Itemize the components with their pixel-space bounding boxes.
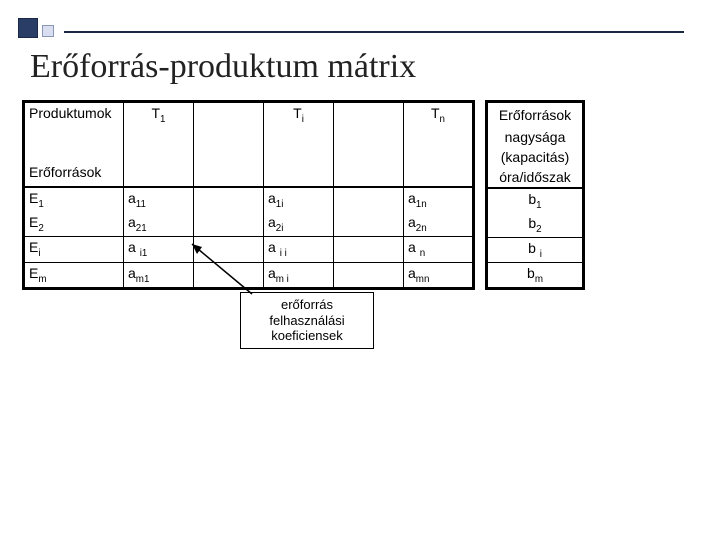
aux-h3: (kapacitás) (487, 147, 584, 167)
annot-l1: erőforrás (247, 297, 367, 313)
col-Ti: Ti (264, 102, 334, 128)
header-line (64, 31, 684, 33)
corner-bottom: Erőforrások (24, 162, 124, 187)
cell-a11: a11 (124, 187, 194, 212)
cell-a21: a21 (124, 212, 194, 237)
annot-l3: koeficiensek (247, 328, 367, 344)
corner-top: Produktumok (24, 102, 124, 128)
col-T1: T1 (124, 102, 194, 128)
cell-aii: a i i (264, 237, 334, 262)
cell-ami: am i (264, 262, 334, 288)
cell-a2n: a2n (404, 212, 474, 237)
aux-table: Erőforrások nagysága (kapacitás) óra/idő… (485, 100, 585, 290)
aux-h2: nagysága (487, 127, 584, 147)
row-Em: Em (24, 262, 124, 288)
aux-h4: óra/időszak (487, 167, 584, 188)
row-E2: E2 (24, 212, 124, 237)
annotation-box: erőforrás felhasználási koeficiensek (240, 292, 374, 349)
row-E1: E1 (24, 187, 124, 212)
square-big-icon (18, 18, 38, 38)
aux-b1: b1 (487, 188, 584, 213)
row-Ei: Ei (24, 237, 124, 262)
cell-ai1: a i1 (124, 237, 194, 262)
aux-h1: Erőforrások (487, 102, 584, 128)
annot-l2: felhasználási (247, 313, 367, 329)
cell-ain: a n (404, 237, 474, 262)
decorative-header (18, 18, 684, 38)
aux-b2: b2 (487, 213, 584, 238)
cell-amn: amn (404, 262, 474, 288)
aux-bi: b i (487, 238, 584, 263)
cell-a1i: a1i (264, 187, 334, 212)
cell-a2i: a2i (264, 212, 334, 237)
cell-a1n: a1n (404, 187, 474, 212)
aux-bm: bm (487, 263, 584, 289)
cell-am1: am1 (124, 262, 194, 288)
col-Tn: Tn (404, 102, 474, 128)
square-small-icon (42, 25, 54, 37)
page-title: Erőforrás-produktum mátrix (30, 48, 416, 86)
matrix-wrap: Produktumok T1 Ti Tn Erőforrások E1 a11 … (22, 100, 585, 290)
